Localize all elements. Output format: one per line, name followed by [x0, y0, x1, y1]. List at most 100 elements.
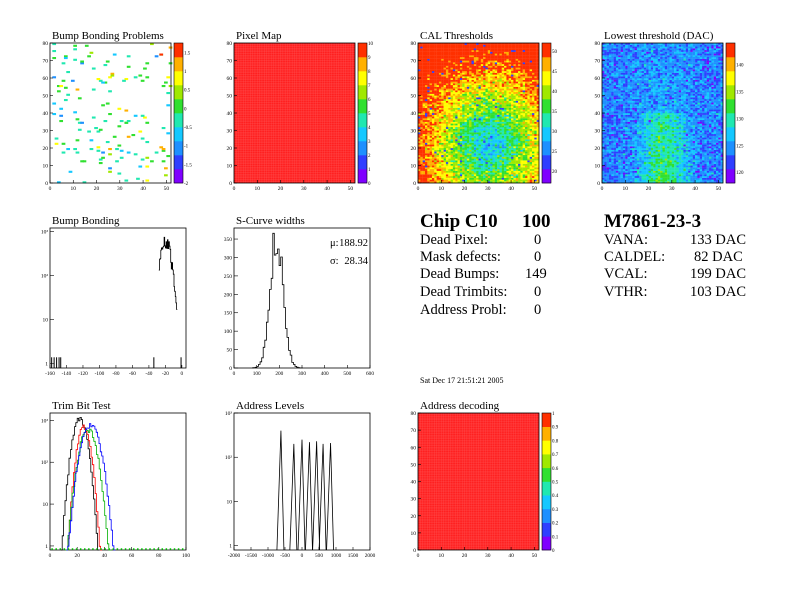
heatmap-cell: [490, 53, 493, 56]
heatmap-cell: [424, 181, 428, 184]
heatmap-cell: [518, 65, 521, 68]
heatmap-cell: [501, 53, 505, 56]
heatmap-cell: [504, 170, 507, 173]
heatmap-cell: [490, 160, 493, 163]
heatmap-cell: [420, 83, 423, 86]
heatmap-cell: [499, 121, 502, 124]
heatmap-cell: [602, 135, 605, 138]
heatmap-cell: [452, 132, 456, 135]
heatmap-cell: [420, 158, 423, 161]
heatmap-cell: [487, 141, 491, 143]
colorbar-segment: [542, 141, 551, 156]
heatmap-cell: [518, 167, 521, 170]
heatmap-cell: [466, 139, 470, 142]
heatmap-cell: [61, 79, 66, 82]
heatmap-cell: [522, 125, 526, 128]
heatmap-cell: [490, 146, 493, 149]
heatmap-cell: [520, 51, 523, 54]
heatmap-cell: [459, 141, 463, 143]
heatmap-cell: [511, 99, 514, 101]
heatmap-cell: [487, 144, 491, 147]
heatmap-cell: [117, 172, 122, 175]
heatmap-cell: [534, 158, 537, 161]
heatmap-cell: [527, 57, 530, 59]
heatmap-cell: [529, 179, 533, 182]
heatmap-cell: [534, 179, 537, 182]
heatmap-cell: [436, 69, 440, 72]
heatmap-cell: [501, 51, 505, 54]
heatmap-cell: [485, 116, 488, 119]
heatmap-cell: [501, 100, 505, 103]
heatmap-cell: [480, 62, 484, 65]
heatmap-cell: [513, 60, 516, 63]
heatmap-cell: [457, 118, 461, 121]
heatmap-cell: [436, 153, 440, 156]
heatmap-cell: [476, 153, 479, 156]
heatmap-cell: [469, 93, 472, 96]
heatmap-cell: [443, 79, 447, 82]
heatmap-cell: [494, 149, 498, 152]
heatmap-cell: [457, 88, 461, 91]
heatmap-cell: [466, 102, 470, 105]
heatmap-cell: [522, 90, 526, 93]
heatmap-cell: [462, 125, 465, 128]
heatmap-cell: [448, 135, 451, 138]
heatmap-cell: [450, 65, 454, 68]
heatmap-cell: [473, 176, 477, 178]
heatmap-cell: [473, 162, 477, 164]
heatmap-cell: [459, 106, 463, 108]
heatmap-cell: [494, 48, 498, 51]
heatmap-cell: [525, 137, 528, 140]
heatmap-cell: [513, 67, 516, 70]
x-tick-label: 40: [508, 186, 514, 192]
heatmap-cell: [431, 55, 435, 58]
heatmap-cell: [487, 90, 491, 93]
heatmap-cell: [492, 149, 495, 152]
heatmap-cell: [487, 60, 491, 63]
heatmap-cell: [445, 93, 449, 96]
heatmap-cell: [473, 78, 477, 80]
heatmap-cell: [525, 71, 528, 73]
heatmap-cell: [478, 125, 481, 128]
heatmap-cell: [443, 132, 447, 135]
heatmap-cell: [429, 76, 433, 79]
heatmap-cell: [536, 64, 540, 66]
heatmap-cell: [443, 109, 447, 112]
heatmap-cell: [455, 88, 458, 91]
heatmap-cell: [513, 172, 516, 175]
heatmap-cell: [420, 46, 423, 49]
heatmap-cell: [434, 151, 437, 154]
heatmap-cell: [508, 60, 512, 63]
heatmap-cell: [480, 107, 484, 110]
heatmap-cell: [534, 130, 537, 133]
heatmap-cell: [471, 163, 474, 166]
heatmap-cell: [418, 170, 421, 173]
heatmap-cell: [469, 158, 472, 161]
heatmap-cell: [459, 148, 463, 150]
heatmap-cell: [485, 153, 488, 156]
heatmap-cell: [525, 48, 528, 51]
heatmap-cell: [422, 162, 426, 164]
heatmap-cell: [492, 174, 495, 177]
heatmap-cell: [518, 44, 521, 47]
heatmap-cell: [504, 156, 507, 159]
heatmap-cell: [515, 43, 519, 45]
heatmap-cell: [480, 79, 484, 82]
heatmap-cell: [443, 148, 447, 150]
heatmap-cell: [483, 142, 486, 145]
heatmap-cell: [606, 114, 610, 117]
heatmap-cell: [471, 137, 474, 140]
heatmap-cell: [418, 102, 421, 105]
heatmap-cell: [145, 76, 150, 79]
heatmap-cell: [602, 169, 605, 171]
heatmap-cell: [515, 170, 519, 173]
panel-title: CAL Thresholds: [420, 30, 493, 42]
heatmap-cell: [478, 155, 481, 157]
heatmap-cell: [429, 169, 433, 171]
heatmap-cell: [466, 74, 470, 77]
heatmap-cell: [487, 58, 491, 61]
heatmap-cell: [438, 125, 442, 128]
heatmap-cell: [450, 139, 454, 142]
heatmap-cell: [527, 78, 530, 80]
heatmap-cell: [483, 158, 486, 161]
